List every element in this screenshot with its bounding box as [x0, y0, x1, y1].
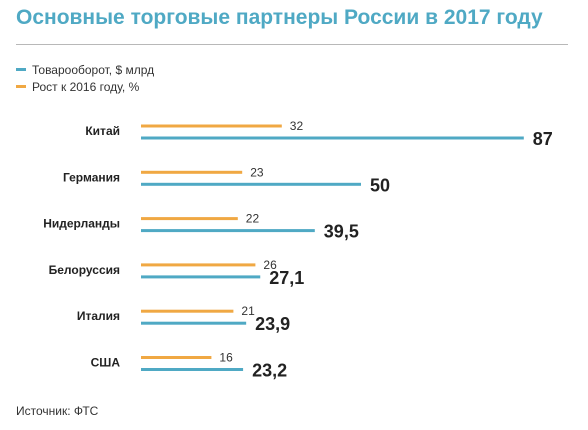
turnover-bar — [141, 321, 247, 325]
legend-swatch-turnover — [16, 68, 26, 71]
turnover-bar — [141, 182, 361, 186]
growth-value-label: 32 — [290, 119, 304, 133]
turnover-bar — [141, 275, 261, 279]
turnover-value-label: 39,5 — [324, 222, 359, 242]
growth-value-label: 22 — [246, 212, 260, 226]
growth-bar — [141, 309, 234, 313]
turnover-bar — [141, 136, 524, 140]
legend-swatch-growth — [16, 85, 26, 88]
turnover-value-label: 50 — [370, 175, 390, 195]
category-label: Китай — [85, 124, 120, 138]
growth-bar — [141, 263, 256, 267]
turnover-value-label: 23,9 — [255, 314, 290, 334]
growth-value-label: 21 — [241, 304, 255, 318]
source-note: Источник: ФТС — [16, 404, 99, 418]
growth-value-label: 26 — [263, 258, 277, 272]
legend-label-turnover: Товарооборот, $ млрд — [32, 62, 155, 77]
category-label: США — [91, 356, 121, 370]
growth-value-label: 16 — [219, 351, 233, 365]
category-label: Италия — [77, 309, 120, 323]
turnover-value-label: 23,2 — [252, 361, 287, 381]
legend: Товарооборот, $ млрд Рост к 2016 году, % — [16, 61, 154, 95]
growth-bar — [141, 124, 282, 128]
legend-label-growth: Рост к 2016 году, % — [32, 79, 140, 94]
growth-bar — [141, 356, 212, 359]
category-label: Белоруссия — [49, 263, 120, 277]
growth-value-label: 23 — [250, 165, 264, 179]
legend-item-turnover: Товарооборот, $ млрд — [16, 61, 154, 78]
turnover-bar — [141, 368, 244, 371]
category-label: Нидерланды — [43, 217, 120, 231]
legend-item-growth: Рост к 2016 году, % — [16, 78, 154, 95]
turnover-value-label: 27,1 — [269, 268, 304, 288]
chart-title: Основные торговые партнеры России в 2017… — [16, 6, 543, 29]
category-label: Германия — [63, 170, 120, 184]
growth-bar — [141, 217, 238, 221]
title-divider — [16, 44, 568, 45]
turnover-value-label: 87 — [533, 129, 553, 149]
turnover-bar — [141, 229, 315, 233]
growth-bar — [141, 170, 243, 174]
